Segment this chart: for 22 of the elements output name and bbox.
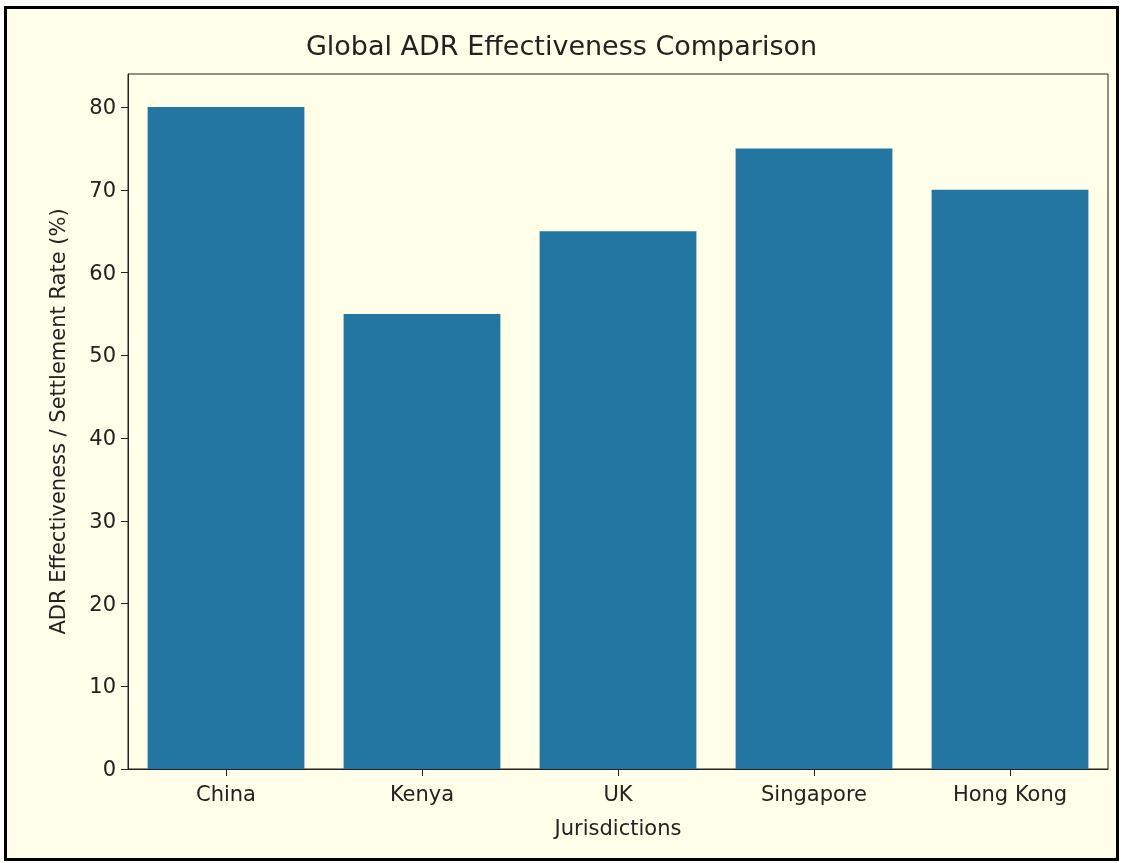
x-tick-label: UK [603, 781, 634, 806]
bar [539, 231, 697, 769]
bar [147, 107, 305, 769]
x-tick-label: Hong Kong [952, 781, 1068, 806]
x-tick-label: China [196, 781, 256, 806]
y-tick-label: 10 [89, 674, 116, 699]
y-tick-label: 40 [89, 426, 116, 451]
bar [735, 148, 893, 769]
x-tick-label: Singapore [761, 781, 867, 806]
bar [931, 189, 1089, 769]
y-tick-label: 50 [89, 343, 116, 368]
y-axis-title: ADR Effectiveness / Settlement Rate (%) [45, 208, 70, 635]
bar [343, 313, 501, 769]
y-tick-label: 80 [89, 95, 116, 120]
y-tick-label: 20 [89, 591, 116, 616]
y-tick-label: 30 [89, 508, 116, 533]
y-tick-label: 70 [89, 177, 116, 202]
y-tick-label: 0 [102, 757, 116, 781]
y-tick-label: 60 [89, 260, 116, 285]
chart-title: Global ADR Effectiveness Comparison [305, 30, 818, 61]
x-axis-title: Jurisdictions [552, 815, 682, 840]
x-tick-label: Kenya [389, 781, 455, 806]
